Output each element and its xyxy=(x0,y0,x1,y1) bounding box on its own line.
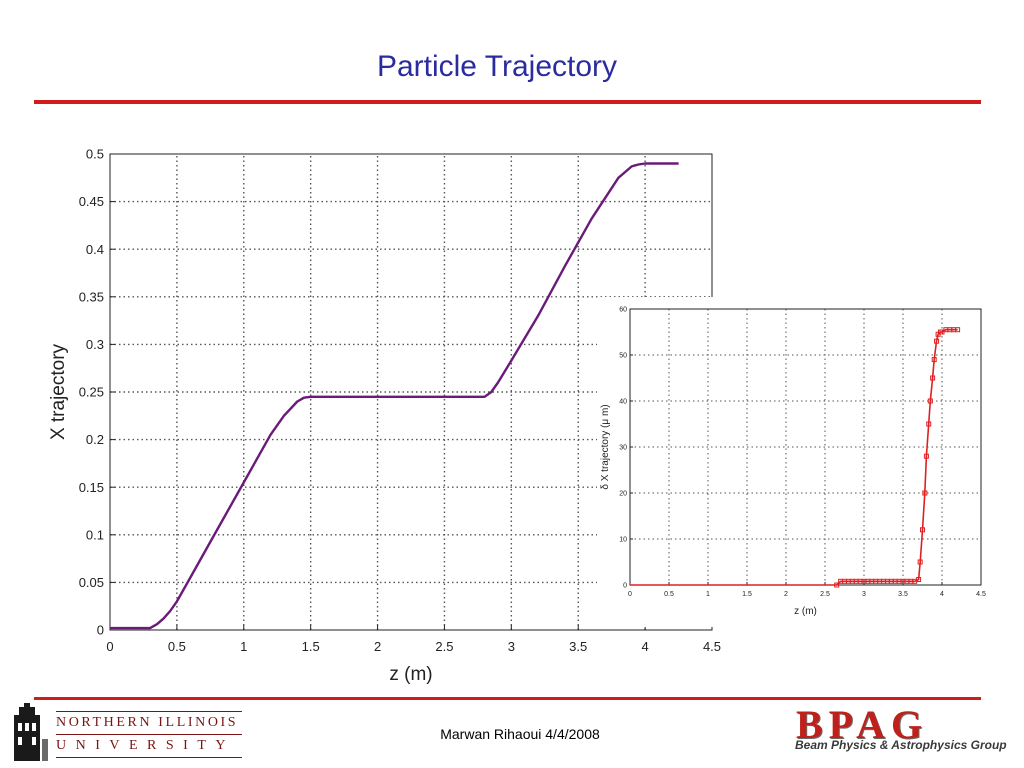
y-tick-label: 0 xyxy=(623,582,627,589)
x-tick-label: 4.5 xyxy=(976,591,986,598)
data-point xyxy=(934,338,940,344)
y-tick-label: 0.3 xyxy=(86,337,104,352)
x-tick-label: 1 xyxy=(240,639,247,654)
x-tick-label: 2 xyxy=(374,639,381,654)
y-tick-label: 0.15 xyxy=(79,480,104,495)
x-tick-label: 0.5 xyxy=(664,591,674,598)
bpag-logo-subtitle: Beam Physics & Astrophysics Group xyxy=(795,738,1007,752)
y-tick-label: 50 xyxy=(619,352,627,359)
y-axis-label: X trajectory xyxy=(48,343,69,440)
y-tick-label: 0 xyxy=(97,623,104,638)
data-point xyxy=(917,559,923,565)
niu-name-line1: NORTHERN ILLINOIS xyxy=(56,715,239,730)
x-tick-label: 1 xyxy=(706,591,710,598)
niu-tower-icon xyxy=(14,703,48,761)
data-point xyxy=(931,357,937,363)
niu-name-line2: UNIVERSITY xyxy=(56,738,235,753)
x-tick-label: 2 xyxy=(784,591,788,598)
y-tick-label: 20 xyxy=(619,490,627,497)
x-tick-label: 4 xyxy=(940,591,944,598)
x-tick-label: 1.5 xyxy=(742,591,752,598)
title-divider xyxy=(34,100,981,104)
x-axis-label: z (m) xyxy=(389,664,432,685)
x-axis-label: z (m) xyxy=(794,606,817,617)
y-tick-label: 60 xyxy=(619,306,627,313)
x-tick-label: 3 xyxy=(508,639,515,654)
y-axis-label: δ X trajectory (μ m) xyxy=(600,404,611,489)
data-point xyxy=(834,582,840,588)
x-tick-label: 3.5 xyxy=(569,639,587,654)
x-tick-label: 4 xyxy=(641,639,648,654)
y-tick-label: 0.25 xyxy=(79,385,104,400)
x-tick-label: 2.5 xyxy=(820,591,830,598)
bpag-logo-mark: BPAG xyxy=(796,702,929,747)
x-tick-label: 0 xyxy=(628,591,632,598)
series-line xyxy=(110,162,679,630)
inset-deviation-chart: 0 0.5 1 1.5 2 2.5 3 3.5 4 4.5 0 10 20 30 40 50 60 z (m) δ … xyxy=(600,306,986,617)
y-tick-label: 0.2 xyxy=(86,432,104,447)
y-tick-label: 0.4 xyxy=(86,242,104,257)
x-tick-label: 0.5 xyxy=(168,639,186,654)
y-tick-label: 10 xyxy=(619,536,627,543)
x-tick-label: 2.5 xyxy=(435,639,453,654)
data-point xyxy=(955,327,961,333)
niu-logo xyxy=(6,703,246,763)
x-tick-label: 0 xyxy=(106,639,113,654)
data-point xyxy=(930,375,936,381)
x-tick-label: 4.5 xyxy=(703,639,721,654)
x-tick-label: 3.5 xyxy=(898,591,908,598)
slide-title: Particle Trajectory xyxy=(376,50,618,83)
y-tick-label: 30 xyxy=(619,444,627,451)
niu-rule-top xyxy=(56,711,242,712)
x-tick-label: 1.5 xyxy=(302,639,320,654)
data-point xyxy=(916,576,922,582)
niu-rule-bottom xyxy=(56,757,242,758)
y-tick-label: 40 xyxy=(619,398,627,405)
x-tick-label: 3 xyxy=(862,591,866,598)
inset-panel: 0 0.5 1 1.5 2 2.5 3 3.5 4 4.5 0 10 20 30 40 50 60 z (m) δ … xyxy=(597,297,1001,627)
y-tick-label: 0.05 xyxy=(79,575,104,590)
data-point xyxy=(922,490,928,496)
y-tick-label: 0.5 xyxy=(86,147,104,162)
niu-rule-middle xyxy=(56,734,242,735)
y-tick-label: 0.35 xyxy=(79,289,104,304)
y-tick-label: 0.45 xyxy=(79,194,104,209)
y-tick-label: 0.1 xyxy=(86,527,104,542)
data-point xyxy=(926,421,932,427)
footer-divider xyxy=(34,697,981,700)
data-point xyxy=(923,453,929,459)
footer-author-date: Marwan Rihaoui 4/4/2008 xyxy=(440,726,600,742)
data-point xyxy=(927,398,933,404)
data-point xyxy=(920,527,925,533)
